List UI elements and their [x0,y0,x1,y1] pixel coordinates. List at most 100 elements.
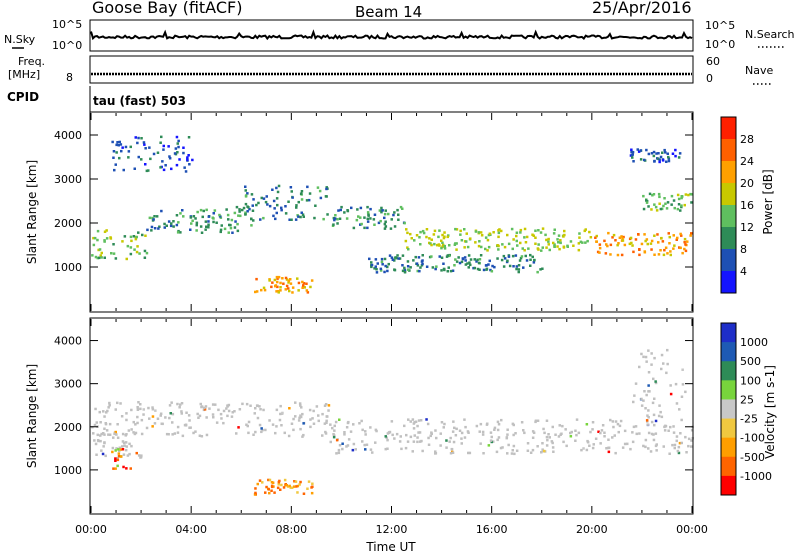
range-time-cell [146,228,149,232]
noise-right-tick-bottom: 10^0 [705,38,735,51]
range-time-cell [179,231,182,234]
range-time-cell [283,478,287,482]
range-time-cell [547,433,550,436]
noise-right-tick-top: 10^5 [705,19,735,32]
range-time-cell [497,423,501,426]
range-time-cell [246,424,249,428]
range-time-cell [271,423,275,426]
range-time-cell [377,221,381,225]
range-time-cell [113,432,116,436]
range-time-cell [474,230,478,233]
range-time-cell [393,225,397,228]
range-time-cell [517,270,520,274]
range-time-cell [309,285,312,289]
range-time-cell [112,156,115,159]
range-time-cell [160,135,163,139]
range-time-cell [393,259,396,262]
range-time-cell [591,421,595,424]
range-time-cell [492,440,495,443]
range-time-cell [478,268,481,271]
range-time-cell [121,448,125,451]
range-time-cell [660,236,663,240]
colorbar-segment [721,205,736,228]
range-time-cell [452,440,456,444]
range-time-cell [359,223,362,226]
range-time-cell [254,487,257,490]
range-time-cell [358,422,361,425]
range-time-cell [119,143,123,146]
range-time-cell [301,412,304,416]
range-time-cell [657,253,661,256]
range-time-cell [609,418,612,422]
range-time-cell [205,433,209,437]
range-time-cell [150,229,153,232]
range-time-cell [438,229,441,232]
range-time-cell [447,254,451,258]
range-time-cell [441,245,444,248]
range-time-cell [260,196,263,200]
range-time-cell [671,443,674,447]
range-time-cell [437,243,441,246]
range-time-cell [447,234,450,237]
range-time-cell [112,243,115,246]
range-time-cell [111,446,115,450]
range-time-cell [419,266,422,269]
range-time-cell [237,214,240,217]
freq-tick: 8 [66,71,73,84]
range-time-cell [125,257,128,261]
range-time-cell [162,168,166,172]
range-time-cell [426,422,430,426]
range-time-cell [680,196,683,200]
range-time-cell [177,221,180,224]
range-time-cell [256,416,260,420]
colorbar-segment [721,418,736,439]
range-time-cell [329,440,332,444]
range-time-cell [336,222,339,225]
range-time-cell [467,266,470,269]
range-time-cell [409,266,412,269]
range-time-cell [276,203,279,207]
range-time-cell [383,227,387,230]
range-time-cell [225,208,228,211]
range-time-cell [421,229,425,233]
range-time-cell [114,257,118,260]
range-time-cell [148,146,151,149]
range-time-cell [621,237,624,240]
range-time-cell [599,431,602,435]
range-time-cell [319,196,323,200]
range-time-cell [116,456,119,460]
range-time-cell [112,252,116,255]
range-time-cell [522,429,525,432]
range-time-cell [503,245,507,249]
range-time-cell [175,214,179,217]
range-time-cell [668,242,671,245]
range-time-cell [306,487,309,490]
range-time-cell [217,408,220,412]
range-time-cell [607,438,610,441]
range-time-cell [460,442,463,445]
range-time-cell [116,401,119,405]
range-time-cell [334,214,337,217]
range-time-cell [554,433,557,436]
range-time-cell [677,445,681,449]
range-time-cell [445,439,448,442]
range-time-cell [547,237,550,241]
range-time-cell [299,404,302,407]
range-time-cell [151,216,154,220]
range-time-cell [519,241,522,245]
noise-panel: N.Sky 10^5 10^0 10^5 10^0 N.Search [4,18,795,52]
range-time-cell [639,158,643,161]
range-time-cell [647,205,650,208]
range-time-cell [151,408,155,411]
range-time-cell [275,197,279,200]
range-time-cell [676,449,680,453]
range-time-cell [399,205,403,209]
range-time-cell [469,258,473,261]
range-time-cell [672,431,676,434]
range-time-cell [325,415,328,418]
range-time-cell [652,438,656,442]
range-time-cell [453,426,456,430]
range-time-cell [231,411,234,414]
range-time-cell [346,444,350,447]
